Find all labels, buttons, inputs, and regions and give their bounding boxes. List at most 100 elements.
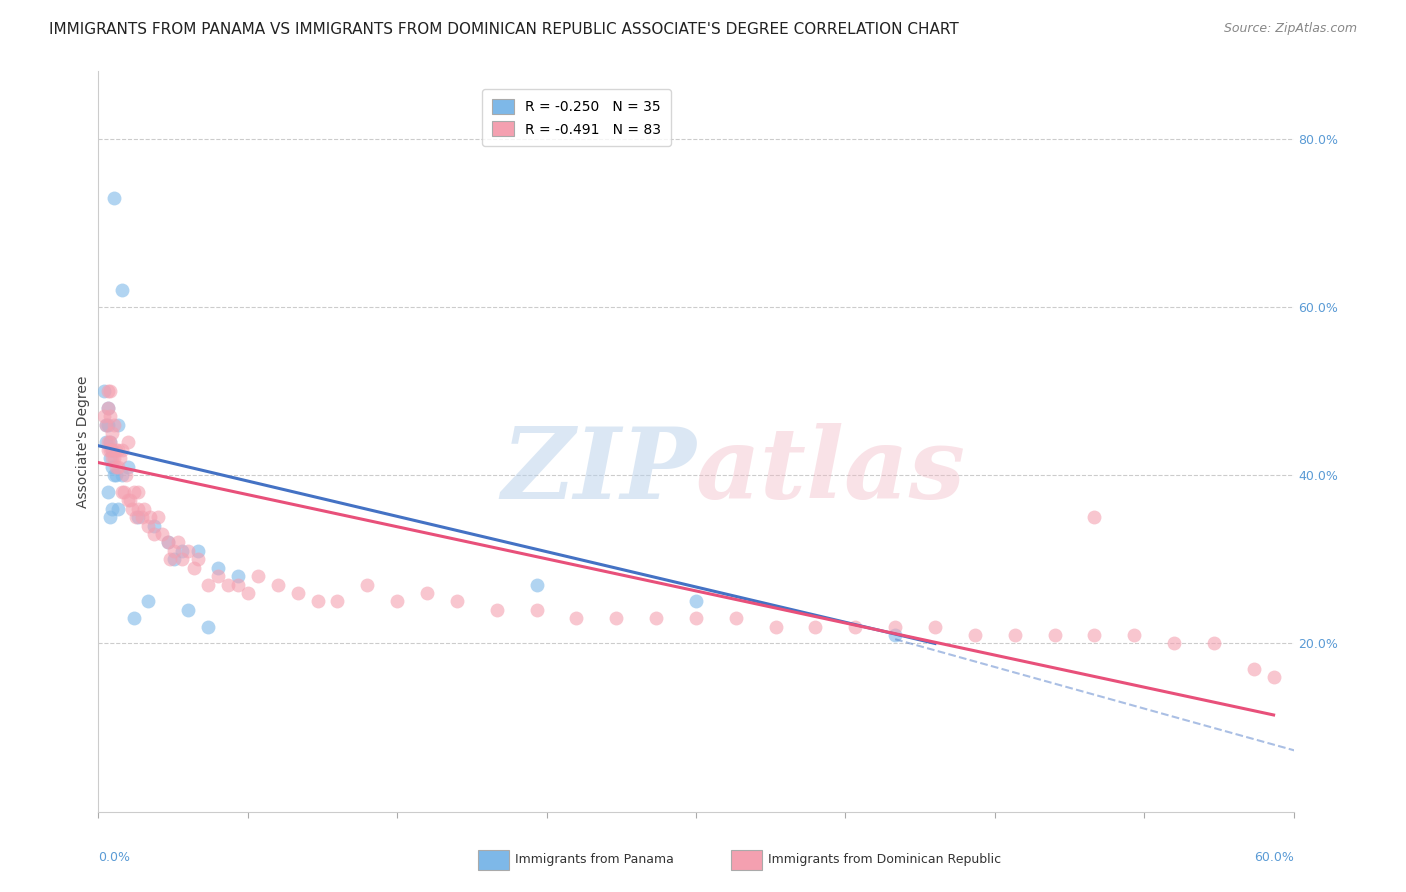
Point xyxy=(98,434,122,449)
Text: 0.0%: 0.0% xyxy=(98,851,131,863)
Point xyxy=(884,619,907,633)
Point xyxy=(127,485,149,500)
Point xyxy=(103,190,125,204)
Point xyxy=(127,510,149,524)
Point xyxy=(101,451,124,466)
Point xyxy=(111,468,134,483)
Point xyxy=(1123,628,1146,642)
Point xyxy=(226,577,249,591)
Text: atlas: atlas xyxy=(696,423,966,519)
Point xyxy=(96,417,118,432)
Point xyxy=(326,594,349,608)
Point xyxy=(963,628,986,642)
Point xyxy=(565,611,588,625)
Y-axis label: Associate's Degree: Associate's Degree xyxy=(76,376,90,508)
Point xyxy=(97,442,120,457)
Point xyxy=(101,501,124,516)
Point xyxy=(163,544,186,558)
Point xyxy=(103,417,125,432)
Point xyxy=(98,451,122,466)
Point xyxy=(207,569,229,583)
Point xyxy=(134,501,156,516)
Point xyxy=(105,459,128,474)
Point xyxy=(157,535,180,549)
Point xyxy=(172,544,194,558)
Point xyxy=(177,603,200,617)
Point xyxy=(98,434,122,449)
Text: Source: ZipAtlas.com: Source: ZipAtlas.com xyxy=(1223,22,1357,36)
Point xyxy=(148,510,170,524)
Text: 60.0%: 60.0% xyxy=(1254,851,1294,863)
Point xyxy=(183,560,205,574)
Point xyxy=(685,594,707,608)
Text: Immigrants from Panama: Immigrants from Panama xyxy=(515,854,673,866)
Point xyxy=(136,518,159,533)
Point xyxy=(97,417,120,432)
Point xyxy=(96,417,118,432)
Point xyxy=(287,586,309,600)
Point xyxy=(177,544,200,558)
Point xyxy=(120,493,142,508)
Point xyxy=(485,603,508,617)
Point xyxy=(307,594,329,608)
Point xyxy=(884,628,907,642)
Point xyxy=(236,586,259,600)
Point xyxy=(724,611,747,625)
Point xyxy=(924,619,946,633)
Point xyxy=(685,611,707,625)
Point xyxy=(107,442,129,457)
Point xyxy=(124,611,146,625)
Point xyxy=(111,283,134,297)
Point xyxy=(844,619,866,633)
Point xyxy=(98,442,122,457)
Point xyxy=(127,501,149,516)
Point xyxy=(217,577,239,591)
Point xyxy=(105,468,128,483)
Point xyxy=(226,569,249,583)
Point xyxy=(526,577,548,591)
Point xyxy=(107,459,129,474)
Point xyxy=(765,619,787,633)
Point xyxy=(103,451,125,466)
Point xyxy=(101,426,124,441)
Point xyxy=(645,611,668,625)
Point xyxy=(97,384,120,398)
Point xyxy=(93,384,115,398)
Point xyxy=(167,535,190,549)
Point xyxy=(96,434,118,449)
Point xyxy=(157,535,180,549)
Point xyxy=(98,510,122,524)
Point xyxy=(107,501,129,516)
Point xyxy=(804,619,827,633)
Point xyxy=(1004,628,1026,642)
Point xyxy=(1263,670,1285,684)
Point xyxy=(131,510,153,524)
Point xyxy=(197,619,219,633)
Point xyxy=(117,434,139,449)
Point xyxy=(136,594,159,608)
Point xyxy=(187,552,209,566)
Point xyxy=(117,493,139,508)
Point xyxy=(98,409,122,424)
Point xyxy=(1202,636,1225,650)
Point xyxy=(172,552,194,566)
Point xyxy=(105,442,128,457)
Point xyxy=(143,518,166,533)
Point xyxy=(101,459,124,474)
Point xyxy=(124,485,146,500)
Point xyxy=(159,552,181,566)
Point xyxy=(97,401,120,415)
Point xyxy=(97,434,120,449)
Point xyxy=(121,501,143,516)
Legend: R = -0.250   N = 35, R = -0.491   N = 83: R = -0.250 N = 35, R = -0.491 N = 83 xyxy=(482,89,671,146)
Point xyxy=(97,485,120,500)
Point xyxy=(267,577,290,591)
Point xyxy=(143,527,166,541)
Point xyxy=(111,442,134,457)
Point xyxy=(1243,662,1265,676)
Point xyxy=(1163,636,1185,650)
Point xyxy=(197,577,219,591)
Point xyxy=(246,569,269,583)
Point xyxy=(112,485,135,500)
Point xyxy=(101,442,124,457)
